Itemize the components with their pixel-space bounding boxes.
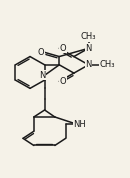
Text: CH₃: CH₃ xyxy=(99,60,115,69)
Text: O: O xyxy=(60,44,66,53)
Text: O: O xyxy=(38,48,44,57)
Text: N: N xyxy=(85,44,92,53)
Text: N: N xyxy=(85,60,92,69)
Text: NH: NH xyxy=(73,120,86,129)
Text: N: N xyxy=(39,71,45,80)
Text: CH₃: CH₃ xyxy=(81,32,96,41)
Text: O: O xyxy=(60,77,66,86)
